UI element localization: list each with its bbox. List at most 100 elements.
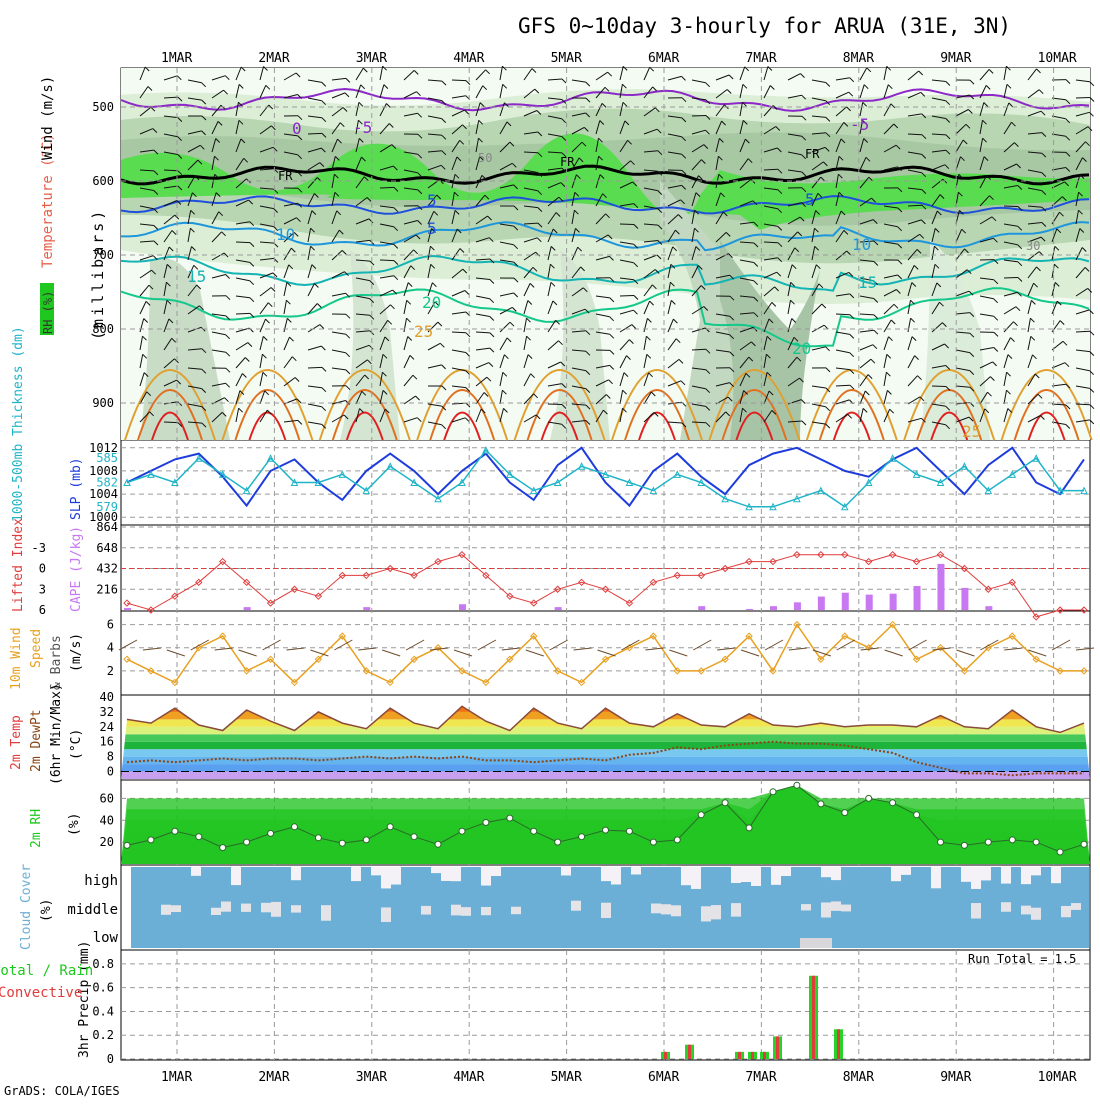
y-tick-label: 60 <box>100 791 114 805</box>
wind10-barb <box>1004 648 1022 650</box>
cape-bar <box>985 606 992 610</box>
rh2m-point <box>746 825 752 831</box>
wind10-barb <box>598 650 616 656</box>
wind10-barb <box>550 640 568 650</box>
cloud-gap-middle <box>1031 908 1041 920</box>
wind10-barb <box>358 648 376 650</box>
rh2m-point <box>124 842 130 848</box>
y-tick-label: -3 <box>32 541 46 555</box>
rh2m-point <box>1081 841 1087 847</box>
wind-barb <box>692 116 706 117</box>
wind10-barb <box>239 650 257 656</box>
y-tick-label: 24 <box>100 720 114 734</box>
rh2m-point <box>435 841 441 847</box>
cloud-gap-middle <box>1071 903 1081 910</box>
wind10-barb <box>956 650 974 656</box>
wind10-barb <box>621 640 639 650</box>
wind10-barb <box>574 648 592 650</box>
contour-label: 20 <box>422 293 441 312</box>
upper-rh-label: RH (%) <box>41 291 55 334</box>
rh2m-point <box>674 837 680 843</box>
cape-bar <box>890 594 897 610</box>
wind-barb <box>1076 98 1090 99</box>
rh2m-point <box>292 824 298 830</box>
date-tick-bottom: 1MAR <box>161 1070 192 1085</box>
wind-barb <box>1076 404 1090 405</box>
wind10-barb <box>382 650 400 656</box>
cloud-gap-middle <box>381 907 391 922</box>
date-tick-top: 1MAR <box>161 51 192 66</box>
contour-label: FR <box>560 155 575 169</box>
date-tick-top: 5MAR <box>551 51 582 66</box>
y-tick-label: 600 <box>92 174 114 188</box>
date-tick-top: 6MAR <box>648 51 679 66</box>
cloud-gap-high <box>441 867 451 881</box>
rh2m-point <box>650 839 656 845</box>
wind-barb <box>1004 278 1018 279</box>
cloud-gap-middle <box>451 905 461 916</box>
rh2m-point <box>985 839 991 845</box>
y-tick-label: 648 <box>96 541 118 555</box>
cloud-gap-middle <box>261 903 271 913</box>
precip-total-label: Total / Rain <box>0 963 93 979</box>
cloud-gap-high <box>631 867 641 874</box>
date-tick-top: 9MAR <box>940 51 971 66</box>
date-tick-top: 2MAR <box>258 51 289 66</box>
rh2m-point <box>938 839 944 845</box>
contour-label: 5 <box>427 219 437 238</box>
footer-credit: GrADS: COLA/IGES <box>4 1084 120 1098</box>
precip-conv-bar <box>751 1052 754 1059</box>
rh2m-point <box>698 812 704 818</box>
temp-bands <box>121 697 1090 779</box>
cloud-level-label: middle <box>67 902 118 918</box>
date-tick-bottom: 10MAR <box>1038 1070 1077 1085</box>
contour-label: 25 <box>414 322 433 341</box>
wind10-point <box>124 656 130 662</box>
thickness-label: 1000-500mb Thickness (dm) <box>11 326 26 522</box>
upper-rh-shading <box>121 68 1090 440</box>
cloud-gap-high <box>741 867 751 882</box>
precip-conv-bar <box>738 1052 741 1059</box>
rh2m-point <box>196 834 202 840</box>
date-tick-top: 4MAR <box>453 51 484 66</box>
wind10-barb <box>693 640 711 650</box>
rh2m-point <box>626 828 632 834</box>
contour-label: 20 <box>792 339 811 358</box>
wind10-barb <box>119 640 137 650</box>
cape-bar <box>842 593 849 610</box>
cloud-gap-middle <box>321 905 331 921</box>
date-tick-bottom: 2MAR <box>258 1070 289 1085</box>
cloud-gap-high <box>981 867 991 880</box>
cloud-gap-middle <box>821 902 831 917</box>
wind10-speed-label: Speed <box>29 629 44 668</box>
cape-li-series <box>121 552 1090 620</box>
y-tick-label: 1008 <box>89 464 118 478</box>
y-tick-label: 6 <box>39 603 46 617</box>
precip-conv-label: Convective <box>0 985 82 1001</box>
temp2m-minmax-label: (6hr Min/Max) <box>49 683 64 785</box>
wind-barb <box>164 422 178 423</box>
wind10-barb <box>286 648 304 650</box>
precip-conv-bar <box>776 1036 779 1059</box>
rh2m-point <box>315 835 321 841</box>
y-tick-label: 6 <box>107 618 114 632</box>
y-tick-label: 1004 <box>89 487 118 501</box>
wind-barb-flag <box>1090 405 1094 409</box>
cape-bar <box>555 607 562 610</box>
wind10-barb <box>669 650 687 656</box>
li-label: Lifted Index <box>11 518 26 612</box>
y-tick-label: 40 <box>100 690 114 704</box>
wind-barb <box>620 224 634 225</box>
cape-bar <box>866 595 873 610</box>
cloud-gap-high <box>831 867 841 880</box>
wind-barb <box>620 296 634 297</box>
chart-title: GFS 0~10day 3-hourly for ARUA (31E, 3N) <box>518 14 1011 38</box>
cloud-gap-middle <box>171 905 181 912</box>
cloud-gap-middle <box>461 907 471 916</box>
cape-bar <box>770 606 777 610</box>
cape-bar <box>961 588 968 610</box>
temp-band <box>121 742 1090 749</box>
dew2m-label: 2m DewPt <box>29 709 44 772</box>
y-tick-label: 864 <box>96 520 118 534</box>
